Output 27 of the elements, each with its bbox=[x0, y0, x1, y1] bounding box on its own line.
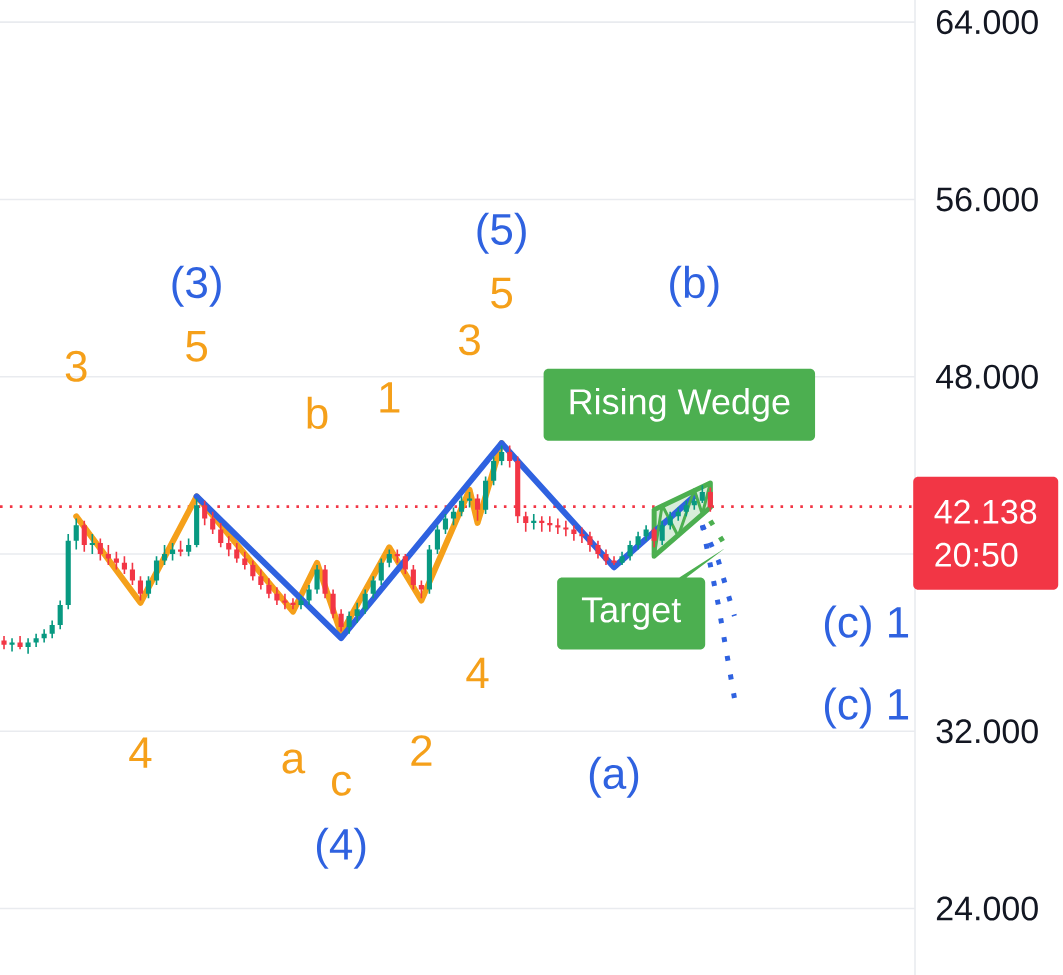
annotation: (a) bbox=[589, 756, 639, 798]
y-tick-label: 24.000 bbox=[936, 896, 1038, 921]
annotation: 5 bbox=[491, 277, 513, 309]
annotation: c bbox=[331, 771, 351, 796]
annotation: Target bbox=[581, 597, 681, 630]
annotation: b bbox=[307, 396, 328, 429]
annotation: (3) bbox=[172, 265, 221, 307]
annotation: (c) 1 bbox=[824, 605, 909, 647]
text: Rising Wedge bbox=[570, 388, 790, 422]
annotation: (c) 1 bbox=[824, 687, 909, 729]
annotation: 3 bbox=[65, 350, 87, 382]
annotation: 1 bbox=[380, 382, 400, 413]
annotation: a bbox=[282, 749, 306, 774]
y-tick-label: 56.000 bbox=[936, 187, 1038, 212]
annotation: (5) bbox=[477, 212, 526, 254]
annotation: (4) bbox=[316, 827, 366, 869]
text: 20:50 bbox=[935, 542, 1018, 567]
annotation: 5 bbox=[186, 331, 208, 362]
y-tick-label: 32.000 bbox=[936, 719, 1038, 744]
annotation: (b) bbox=[670, 265, 719, 307]
annotation: 4 bbox=[129, 737, 152, 768]
annotation: 2 bbox=[411, 735, 432, 766]
y-tick-label: 48.000 bbox=[936, 364, 1038, 389]
y-tick-label: 64.000 bbox=[936, 10, 1038, 35]
ref-line-label: 42.138 bbox=[934, 499, 1037, 524]
annotation: 3 bbox=[458, 324, 480, 356]
annotation: 4 bbox=[466, 657, 489, 689]
